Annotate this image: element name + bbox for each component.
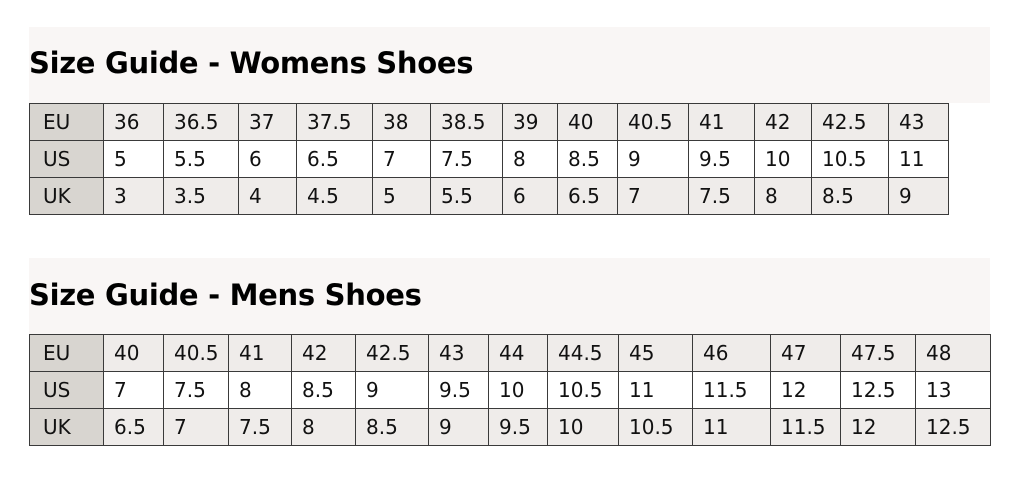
size-cell: 7.5 <box>430 140 503 178</box>
size-cell: 40 <box>103 334 164 372</box>
size-cell: 7.5 <box>163 371 229 409</box>
size-cell: 11 <box>692 408 771 446</box>
size-cell: 6 <box>502 177 558 215</box>
size-cell: 36.5 <box>163 103 239 141</box>
size-cell: 43 <box>428 334 489 372</box>
size-cell: 44.5 <box>547 334 619 372</box>
size-cell: 8.5 <box>811 177 889 215</box>
size-cell: 10.5 <box>618 408 693 446</box>
size-cell: 43 <box>888 103 949 141</box>
size-cell: 45 <box>618 334 693 372</box>
row-label: UK <box>29 177 104 215</box>
size-cell: 6 <box>238 140 297 178</box>
size-cell: 7 <box>103 371 164 409</box>
size-cell: 8.5 <box>557 140 618 178</box>
row-label: EU <box>29 334 104 372</box>
size-cell: 41 <box>688 103 755 141</box>
size-cell: 7 <box>372 140 431 178</box>
row-label: EU <box>29 103 104 141</box>
table-row-eu: EU 36 36.5 37 37.5 38 38.5 39 40 40.5 41 42 42.5 43 <box>29 103 949 141</box>
size-cell: 38 <box>372 103 431 141</box>
size-cell: 40.5 <box>617 103 689 141</box>
size-cell: 10.5 <box>811 140 889 178</box>
mens-title: Size Guide - Mens Shoes <box>29 278 422 312</box>
size-cell: 5.5 <box>430 177 503 215</box>
size-cell: 12 <box>840 408 916 446</box>
size-cell: 4.5 <box>296 177 373 215</box>
row-label: US <box>29 140 104 178</box>
size-cell: 9.5 <box>688 140 755 178</box>
size-cell: 7 <box>163 408 229 446</box>
size-cell: 42.5 <box>811 103 889 141</box>
size-cell: 10.5 <box>547 371 619 409</box>
row-label: US <box>29 371 104 409</box>
size-cell: 3 <box>103 177 164 215</box>
size-cell: 9.5 <box>428 371 489 409</box>
size-cell: 11.5 <box>692 371 771 409</box>
size-cell: 5.5 <box>163 140 239 178</box>
size-cell: 8 <box>502 140 558 178</box>
size-cell: 9.5 <box>488 408 548 446</box>
table-row-eu: EU 40 40.5 41 42 42.5 43 44 44.5 45 46 47 47.5 48 <box>29 334 991 372</box>
size-cell: 8.5 <box>355 408 429 446</box>
size-cell: 8 <box>754 177 812 215</box>
size-cell: 12.5 <box>915 408 991 446</box>
size-cell: 8 <box>228 371 292 409</box>
size-cell: 11 <box>618 371 693 409</box>
mens-size-table: EU 40 40.5 41 42 42.5 43 44 44.5 45 46 47 47.5 48 US 7 7… <box>29 334 991 446</box>
size-cell: 7 <box>617 177 689 215</box>
size-cell: 47.5 <box>840 334 916 372</box>
size-cell: 40.5 <box>163 334 229 372</box>
size-cell: 41 <box>228 334 292 372</box>
size-cell: 6.5 <box>296 140 373 178</box>
size-cell: 9 <box>617 140 689 178</box>
size-cell: 36 <box>103 103 164 141</box>
size-cell: 48 <box>915 334 991 372</box>
size-cell: 42 <box>754 103 812 141</box>
size-cell: 13 <box>915 371 991 409</box>
size-cell: 42 <box>291 334 356 372</box>
size-cell: 6.5 <box>557 177 618 215</box>
size-cell: 40 <box>557 103 618 141</box>
size-cell: 7.5 <box>688 177 755 215</box>
table-row-us: US 7 7.5 8 8.5 9 9.5 10 10.5 11 11.5 12 12.5 13 <box>29 371 991 409</box>
size-cell: 6.5 <box>103 408 164 446</box>
table-row-us: US 5 5.5 6 6.5 7 7.5 8 8.5 9 9.5 10 10.5 11 <box>29 140 949 178</box>
size-cell: 44 <box>488 334 548 372</box>
size-cell: 37.5 <box>296 103 373 141</box>
size-cell: 8.5 <box>291 371 356 409</box>
size-cell: 4 <box>238 177 297 215</box>
size-cell: 10 <box>754 140 812 178</box>
womens-header-band <box>29 27 990 103</box>
table-row-uk: UK 3 3.5 4 4.5 5 5.5 6 6.5 7 7.5 8 8.5 9 <box>29 177 949 215</box>
size-cell: 39 <box>502 103 558 141</box>
size-cell: 37 <box>238 103 297 141</box>
row-label: UK <box>29 408 104 446</box>
size-cell: 9 <box>355 371 429 409</box>
womens-size-table: EU 36 36.5 37 37.5 38 38.5 39 40 40.5 41 42 42.5 43 US… <box>29 103 949 215</box>
size-cell: 38.5 <box>430 103 503 141</box>
size-cell: 42.5 <box>355 334 429 372</box>
size-cell: 5 <box>372 177 431 215</box>
size-cell: 5 <box>103 140 164 178</box>
womens-title: Size Guide - Womens Shoes <box>29 46 474 80</box>
size-cell: 11.5 <box>770 408 841 446</box>
table-row-uk: UK 6.5 7 7.5 8 8.5 9 9.5 10 10.5 11 11.5 12 12.5 <box>29 408 991 446</box>
size-cell: 9 <box>888 177 949 215</box>
size-cell: 12 <box>770 371 841 409</box>
size-cell: 47 <box>770 334 841 372</box>
size-cell: 3.5 <box>163 177 239 215</box>
size-cell: 10 <box>547 408 619 446</box>
size-cell: 46 <box>692 334 771 372</box>
size-cell: 7.5 <box>228 408 292 446</box>
mens-header-band <box>29 258 990 334</box>
size-cell: 12.5 <box>840 371 916 409</box>
size-cell: 11 <box>888 140 949 178</box>
size-cell: 10 <box>488 371 548 409</box>
size-cell: 9 <box>428 408 489 446</box>
size-cell: 8 <box>291 408 356 446</box>
